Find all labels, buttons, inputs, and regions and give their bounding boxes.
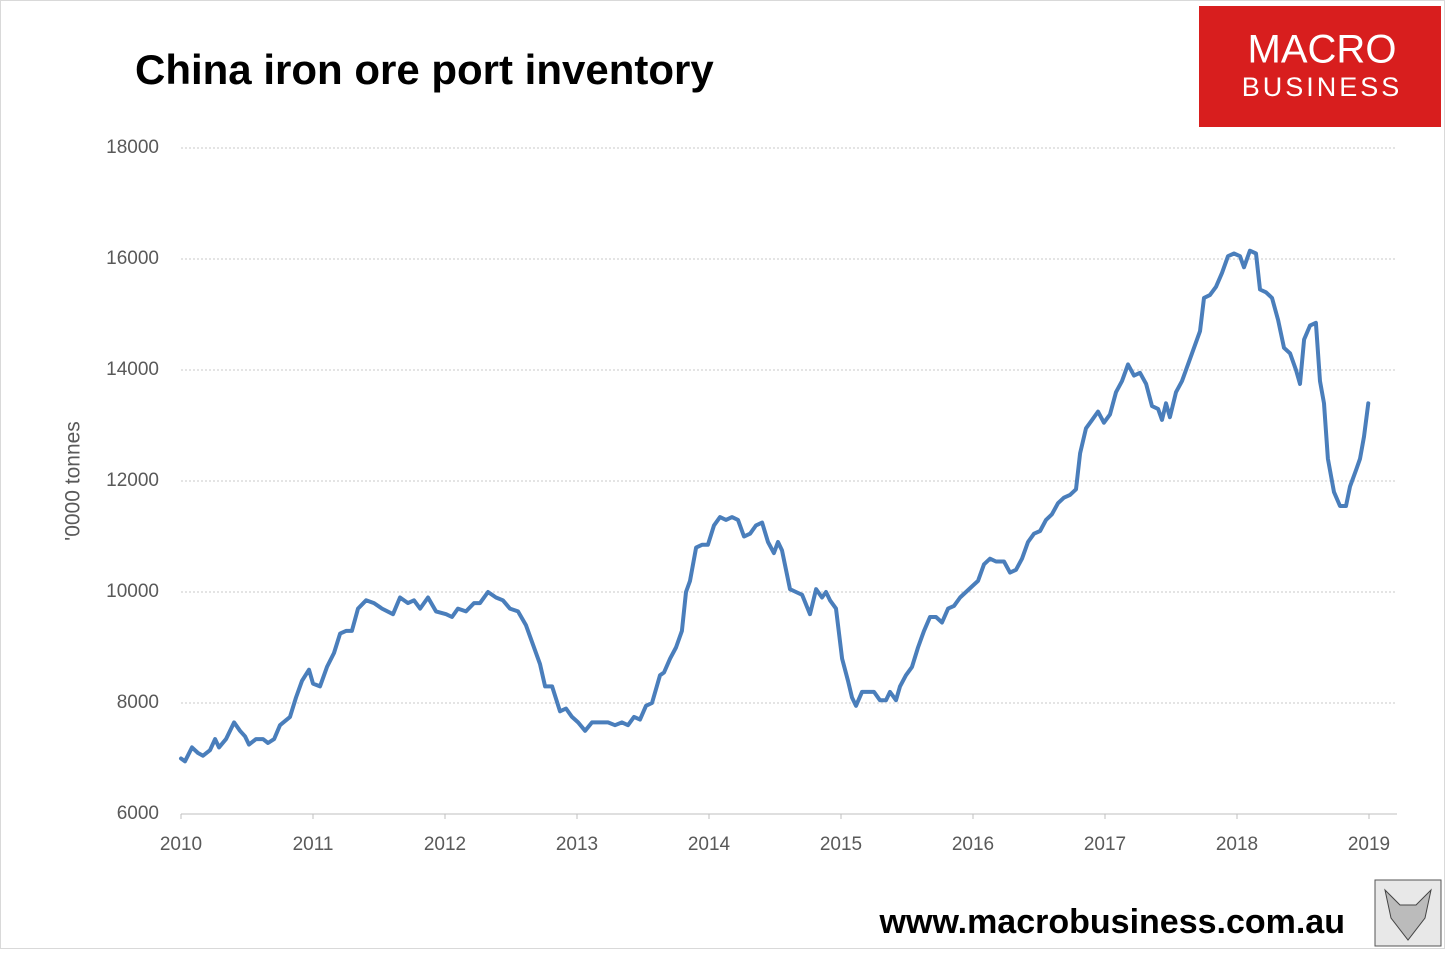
y-tick-label: 18000 [106,137,159,158]
fox-icon [1384,888,1432,941]
logo-text: BUSINESS [1242,72,1403,102]
x-tick-label: 2013 [556,834,598,855]
x-tick-label: 2016 [952,834,994,855]
x-tick-label: 2019 [1348,834,1390,855]
data-line [179,248,1371,764]
logo-box [1199,6,1441,127]
x-tick-label: 2012 [424,834,466,855]
y-tick-label: 16000 [106,248,159,269]
x-tick-label: 2011 [293,834,334,855]
y-axis-label: '0000 tonnes [62,421,85,541]
x-tick-label: 2010 [160,834,202,855]
logo-text: MACRO [1248,28,1397,72]
y-tick-label: 6000 [117,803,159,824]
y-tick-label: 8000 [117,692,159,713]
plot-area: 6000 8000 10000 12000 14000 16000 18000 2010 201… [106,137,1397,855]
y-tick-label: 14000 [106,359,159,380]
y-tick-label: 12000 [106,470,159,491]
chart-title: China iron ore port inventory [135,46,714,93]
x-tick-label: 2015 [820,834,862,855]
x-tick-label: 2014 [688,834,731,855]
x-tick-label: 2017 [1084,834,1126,855]
footer-url: www.macrobusiness.com.au [879,903,1345,941]
y-tick-label: 10000 [106,581,159,602]
x-tick-label: 2018 [1216,834,1258,855]
